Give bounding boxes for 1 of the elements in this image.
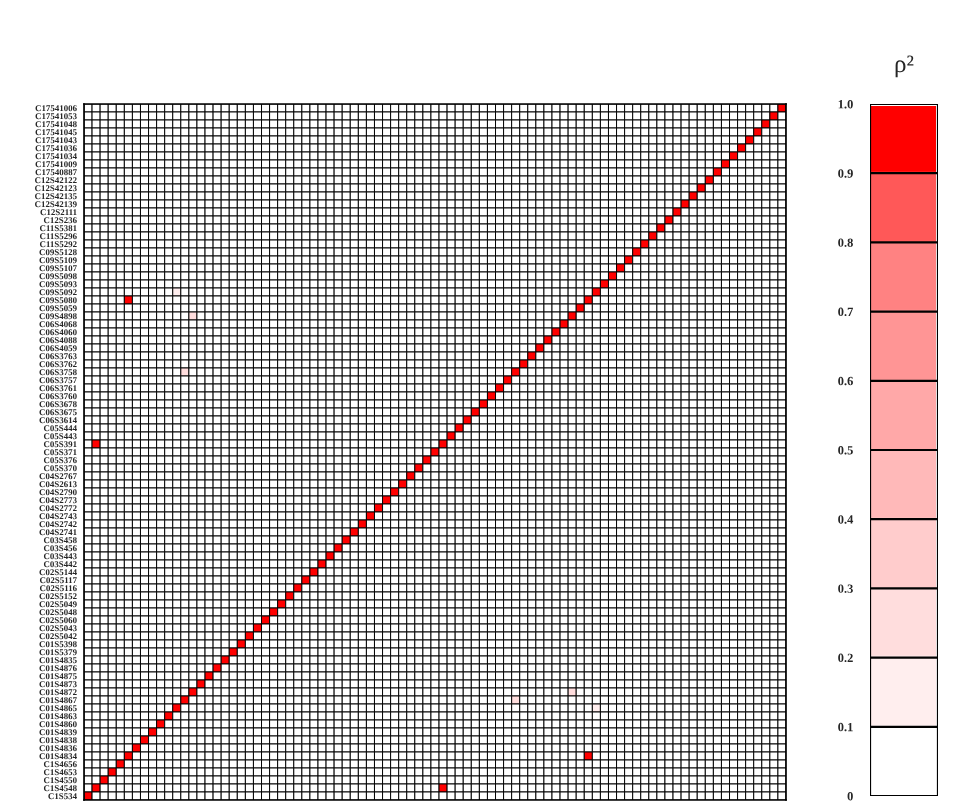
color-bar-title: ρ² [895,55,914,78]
